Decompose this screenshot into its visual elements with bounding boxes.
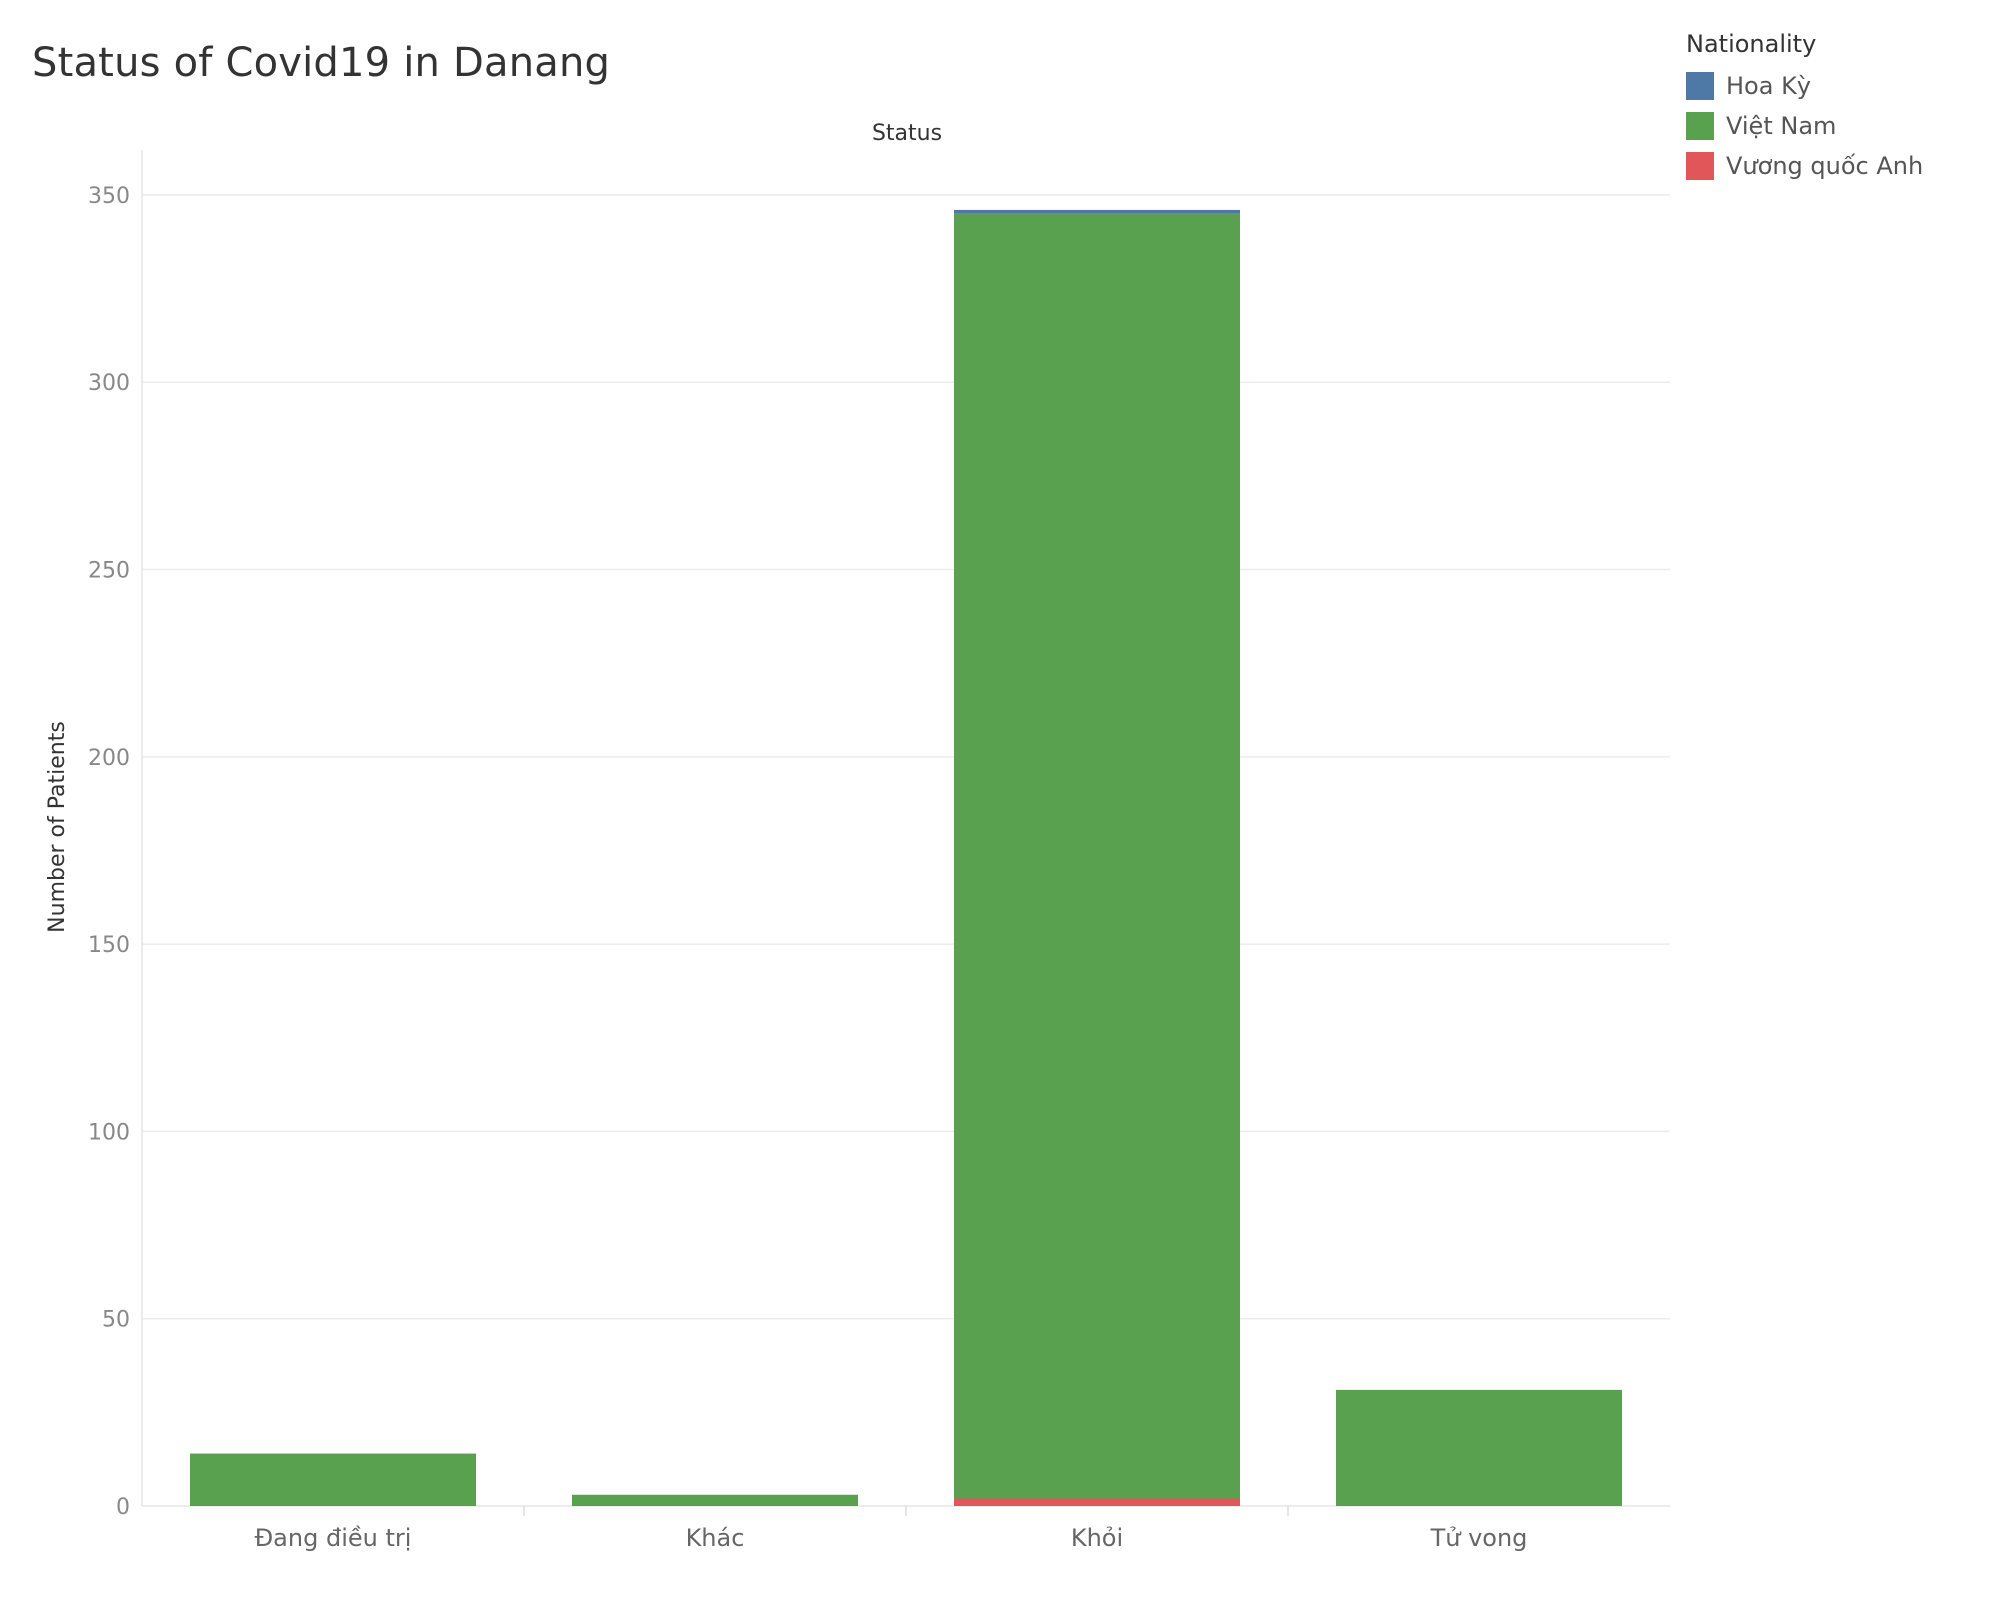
x-axis: Đang điều trị Khác Khỏi Tử vong [255, 1524, 1528, 1552]
y-tick-label: 300 [88, 371, 130, 396]
y-tick-label: 150 [88, 933, 130, 958]
chart-title: Status of Covid19 in Danang [32, 40, 611, 86]
y-tick-label: 100 [88, 1120, 130, 1145]
legend-swatch [1686, 152, 1714, 180]
x-category-label: Tử vong [1430, 1524, 1528, 1552]
column-header: Status [872, 121, 942, 146]
bar-segment [954, 213, 1240, 1499]
bar-segment [1336, 1389, 1622, 1506]
legend-title: Nationality [1686, 30, 1817, 58]
y-tick-label: 350 [88, 184, 130, 209]
legend-item: Vương quốc Anh [1686, 146, 1923, 186]
legend-label: Vương quốc Anh [1726, 152, 1924, 180]
gridlines [141, 150, 1670, 1516]
legend-label: Việt Nam [1726, 112, 1837, 140]
y-tick-label: 0 [116, 1495, 130, 1520]
x-category-label: Khỏi [1071, 1524, 1123, 1552]
y-axis: 0 50 100 150 200 250 300 350 [88, 184, 130, 1520]
legend-label: Hoa Kỳ [1726, 72, 1812, 100]
legend: Nationality Hoa Kỳ Việt Nam Vương quốc Anh [1686, 30, 1923, 186]
bars [190, 209, 1622, 1506]
bar-segment [954, 1498, 1240, 1506]
bar-segment [572, 1494, 858, 1506]
legend-swatch [1686, 72, 1714, 100]
bar-segment [954, 209, 1240, 214]
y-axis-title: Number of Patients [45, 721, 70, 933]
y-tick-label: 250 [88, 559, 130, 584]
legend-item: Việt Nam [1686, 106, 1923, 146]
legend-swatch [1686, 112, 1714, 140]
y-tick-label: 200 [88, 746, 130, 771]
legend-items: Hoa Kỳ Việt Nam Vương quốc Anh [1686, 66, 1923, 186]
x-category-label: Khác [686, 1524, 745, 1552]
y-tick-label: 50 [102, 1308, 130, 1333]
bar-segment [190, 1453, 476, 1506]
x-category-label: Đang điều trị [255, 1524, 412, 1552]
legend-item: Hoa Kỳ [1686, 66, 1923, 106]
